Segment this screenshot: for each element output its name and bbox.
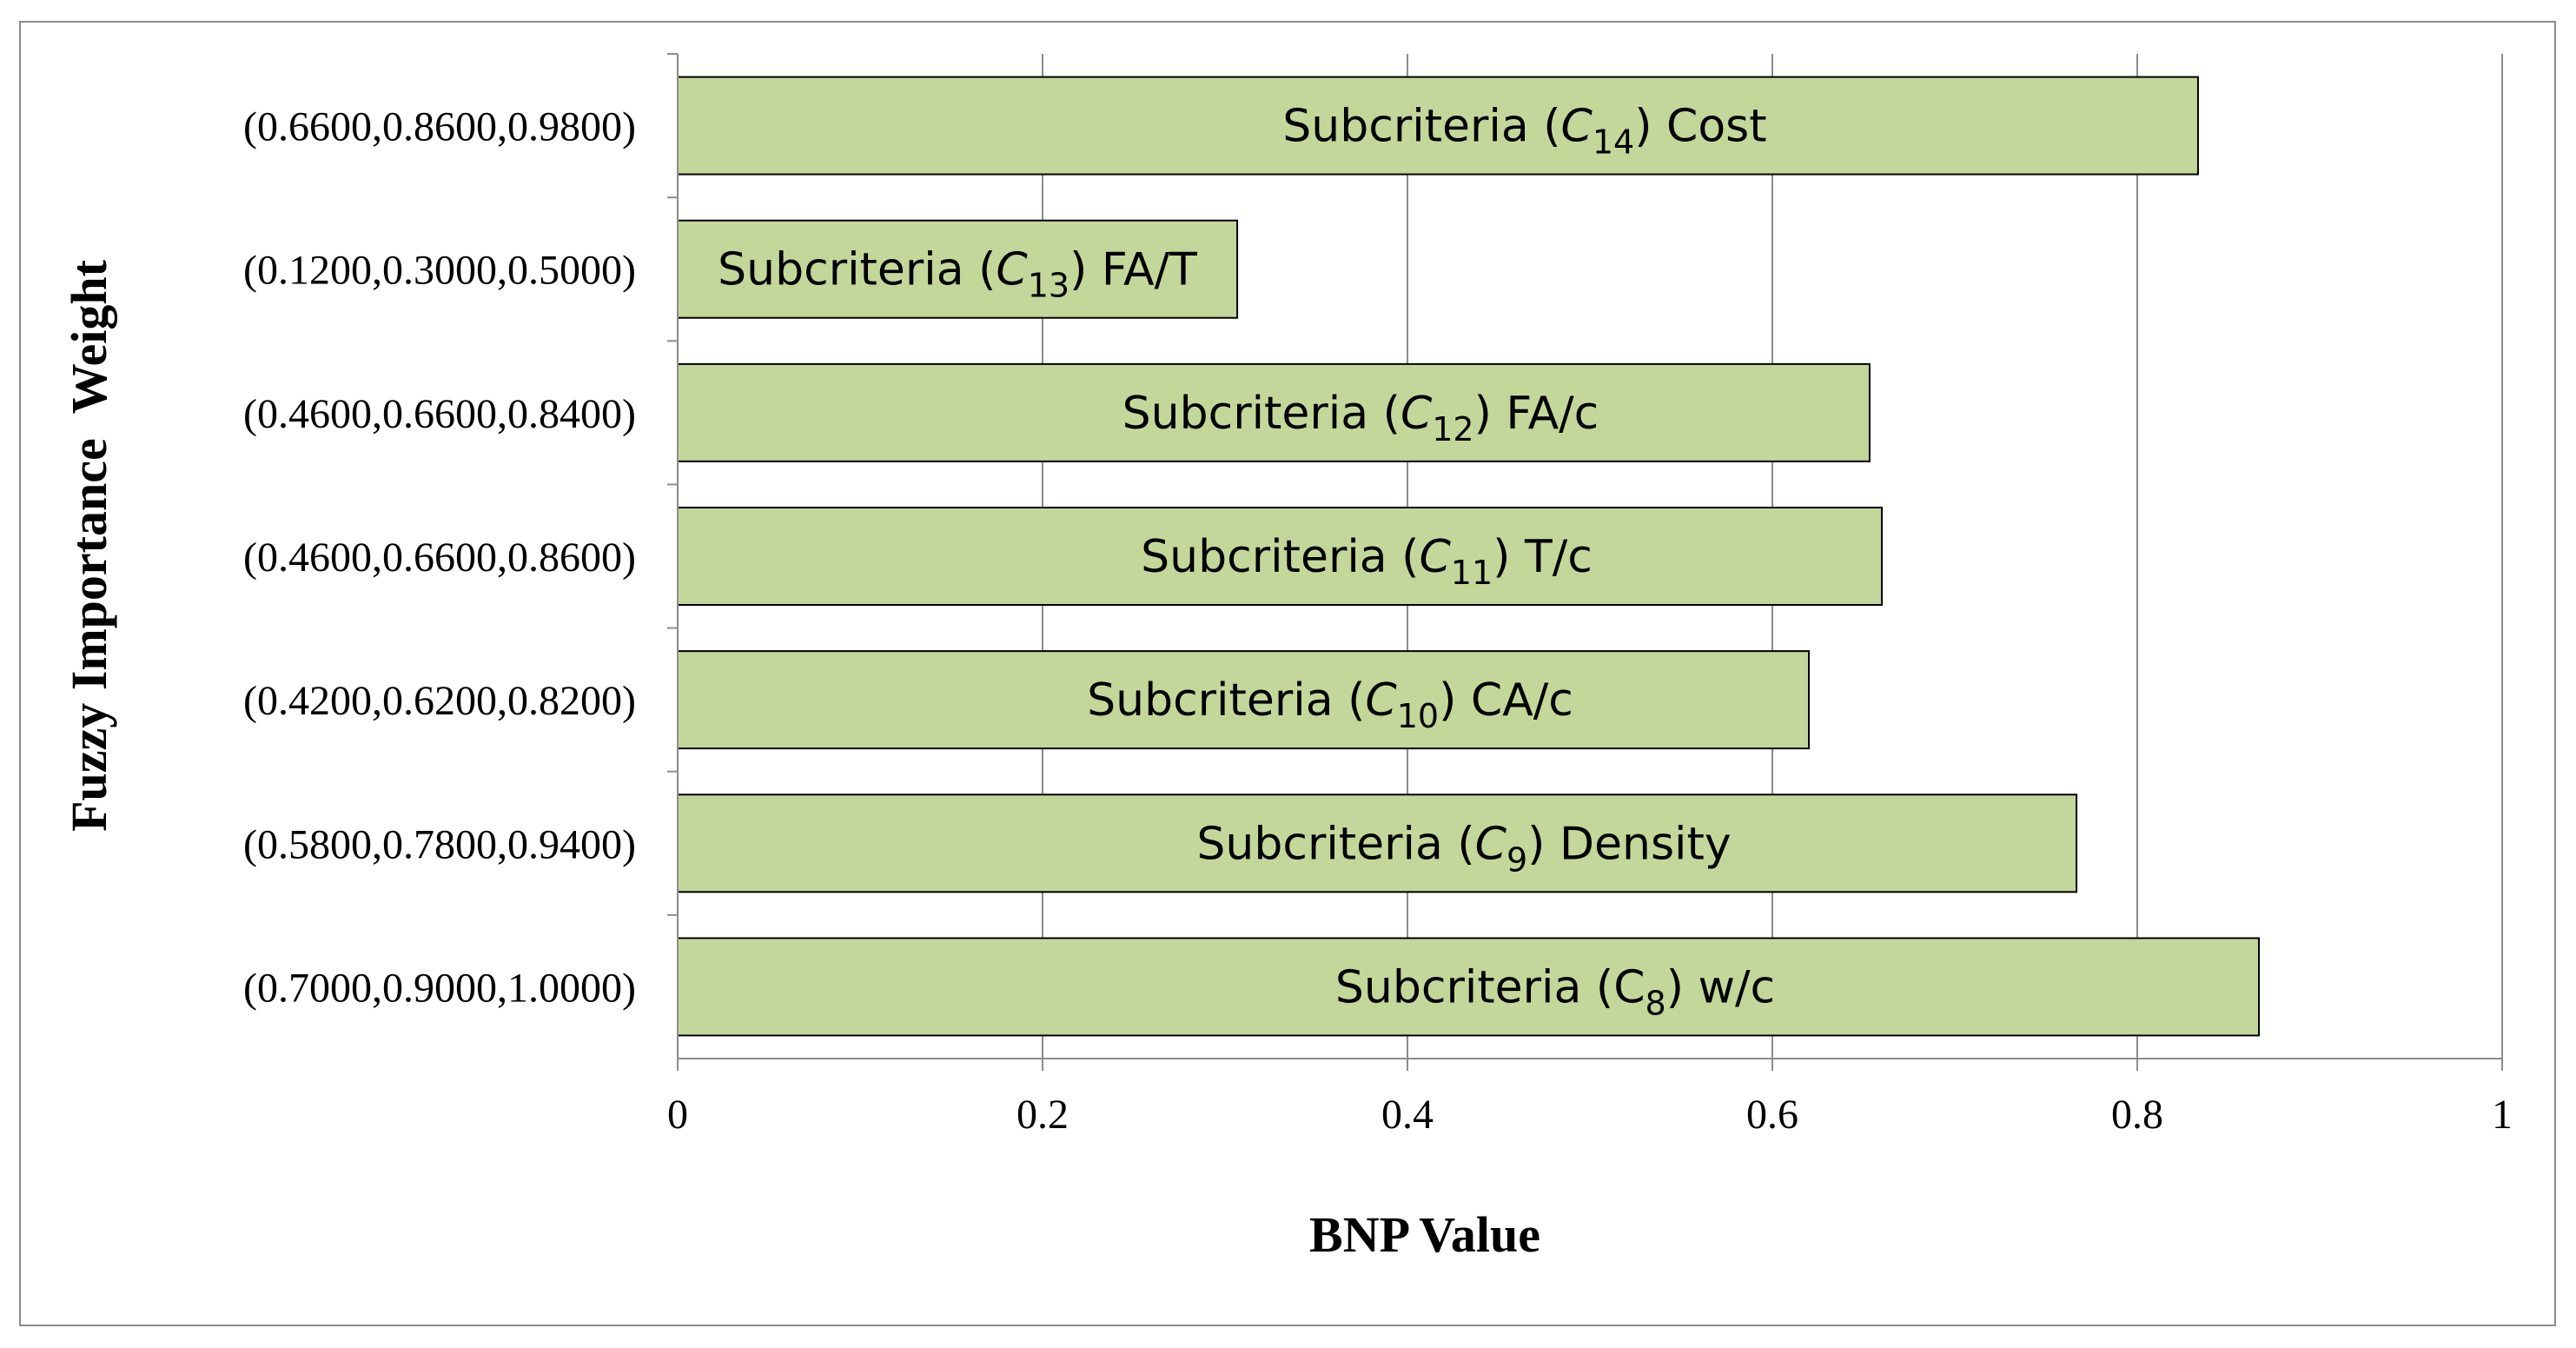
x-tick-label: 0.2	[1016, 1092, 1069, 1138]
x-tick-label: 1	[2492, 1092, 2513, 1138]
bar-data-label: Subcriteria (C8) w/c	[1335, 961, 1775, 1022]
bar	[677, 362, 1871, 462]
y-category-label: (0.5800,0.7800,0.9400)	[243, 821, 636, 867]
bar	[677, 937, 2261, 1037]
bar	[677, 219, 1239, 319]
y-category-label: (0.4600,0.6600,0.8400)	[243, 391, 636, 437]
y-category-label: (0.7000,0.9000,1.0000)	[243, 965, 636, 1011]
labels: 0 0.2 0.4 0.6 0.8 1 (0.6600,0.8600,0.9800) Subc…	[243, 101, 2513, 1138]
bar-data-label: Subcriteria (C10) CA/c	[1087, 674, 1573, 735]
y-category-label: (0.1200,0.3000,0.5000)	[243, 248, 636, 294]
axes	[667, 53, 2503, 1071]
y-category-label: (0.4600,0.6600,0.8600)	[243, 535, 636, 581]
x-axis-title: BNP Value	[1309, 1206, 1540, 1263]
bar	[677, 794, 2078, 893]
bar-data-label: Subcriteria (C13) FA/T	[718, 244, 1197, 305]
x-tick-label: 0.8	[2111, 1092, 2163, 1138]
bar-data-label: Subcriteria (C9) Density	[1196, 818, 1731, 879]
bar	[677, 507, 1883, 606]
bar-data-label: Subcriteria (C11) T/c	[1141, 531, 1593, 592]
y-axis-title: Fuzzy Importance Weight	[61, 259, 117, 831]
y-category-label: (0.6600,0.8600,0.9800)	[243, 104, 636, 150]
x-tick-label: 0.6	[1746, 1092, 1798, 1138]
x-tick-label: 0	[667, 1092, 688, 1138]
bar	[677, 650, 1810, 750]
bar-data-label: Subcriteria (C14) Cost	[1282, 101, 1766, 162]
y-category-label: (0.4200,0.6200,0.8200)	[243, 678, 636, 724]
bar-data-label: Subcriteria (C12) FA/c	[1122, 388, 1599, 448]
x-tick-label: 0.4	[1381, 1092, 1434, 1138]
